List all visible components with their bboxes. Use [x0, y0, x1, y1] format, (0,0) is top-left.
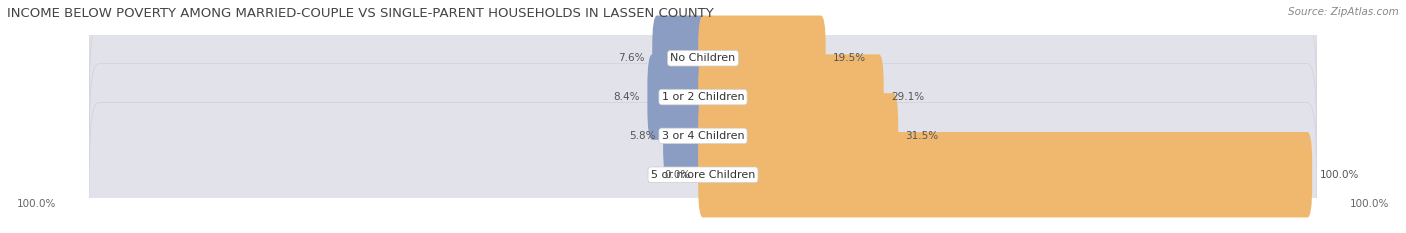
Text: 7.6%: 7.6%: [619, 53, 645, 63]
FancyBboxPatch shape: [699, 93, 898, 179]
Text: 19.5%: 19.5%: [832, 53, 866, 63]
FancyBboxPatch shape: [90, 64, 1316, 208]
Text: 100.0%: 100.0%: [1350, 199, 1389, 209]
FancyBboxPatch shape: [90, 0, 1316, 130]
Text: 31.5%: 31.5%: [905, 131, 939, 141]
FancyBboxPatch shape: [647, 54, 707, 140]
Text: 100.0%: 100.0%: [1319, 170, 1358, 180]
FancyBboxPatch shape: [699, 54, 884, 140]
Text: 5.8%: 5.8%: [630, 131, 655, 141]
Text: 100.0%: 100.0%: [17, 199, 56, 209]
FancyBboxPatch shape: [652, 16, 707, 101]
Text: No Children: No Children: [671, 53, 735, 63]
FancyBboxPatch shape: [699, 16, 825, 101]
Text: INCOME BELOW POVERTY AMONG MARRIED-COUPLE VS SINGLE-PARENT HOUSEHOLDS IN LASSEN : INCOME BELOW POVERTY AMONG MARRIED-COUPL…: [7, 7, 714, 20]
Text: 1 or 2 Children: 1 or 2 Children: [662, 92, 744, 102]
FancyBboxPatch shape: [90, 25, 1316, 169]
Text: 5 or more Children: 5 or more Children: [651, 170, 755, 180]
FancyBboxPatch shape: [699, 132, 1312, 217]
Text: 29.1%: 29.1%: [891, 92, 924, 102]
FancyBboxPatch shape: [90, 103, 1316, 233]
Text: 0.0%: 0.0%: [665, 170, 690, 180]
Text: 3 or 4 Children: 3 or 4 Children: [662, 131, 744, 141]
FancyBboxPatch shape: [664, 93, 707, 179]
Text: Source: ZipAtlas.com: Source: ZipAtlas.com: [1288, 7, 1399, 17]
Text: 8.4%: 8.4%: [613, 92, 640, 102]
